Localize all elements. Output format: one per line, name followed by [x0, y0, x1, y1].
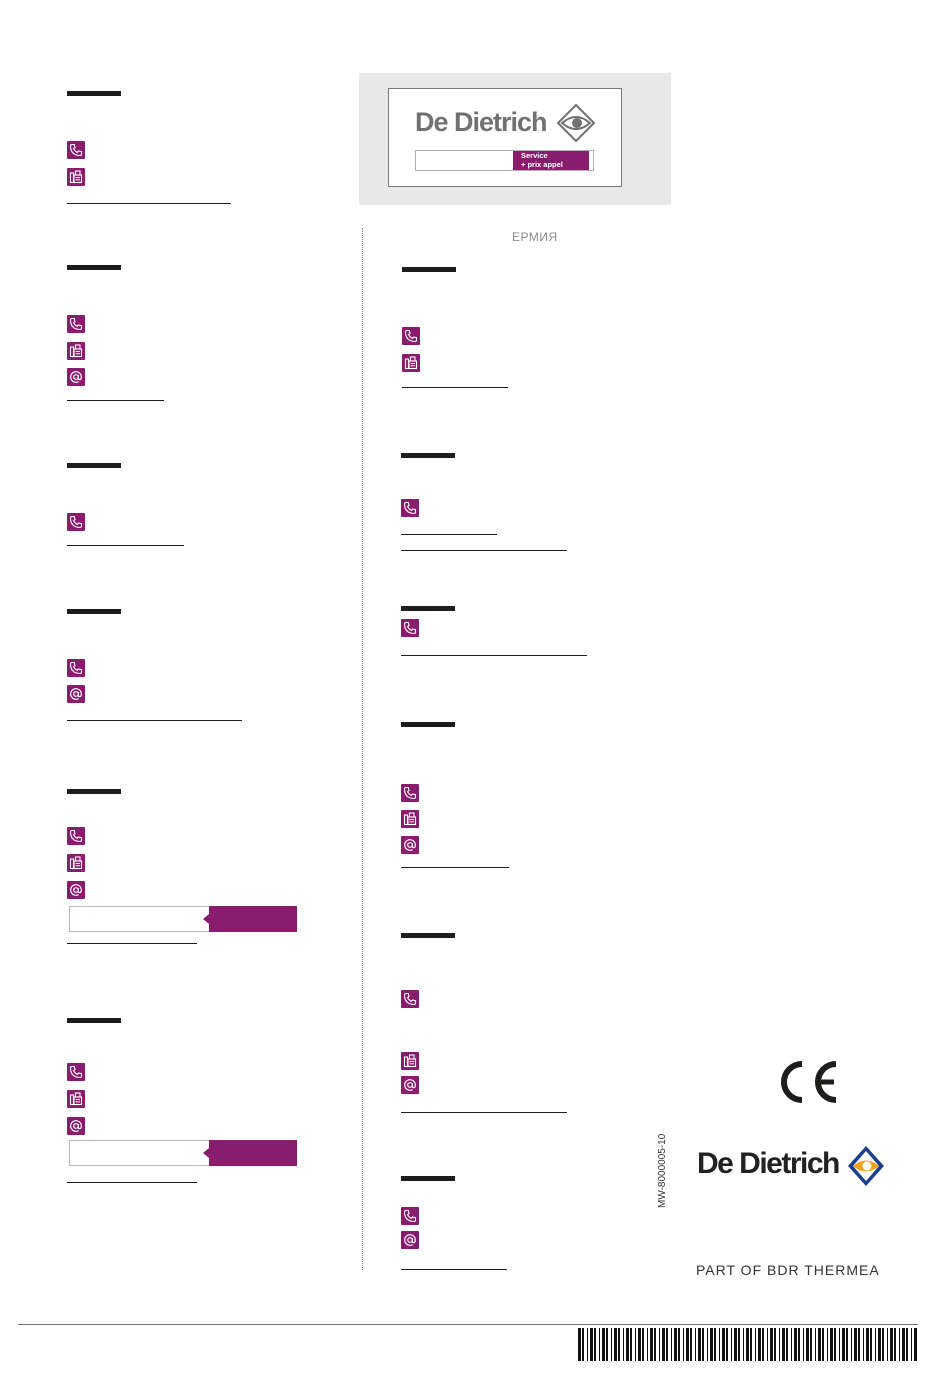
phone-icon [67, 1063, 85, 1081]
website-underline [67, 943, 197, 944]
website-underline [401, 655, 587, 656]
fax-icon [67, 342, 85, 360]
website-underline [67, 203, 231, 204]
country-heading-bar [401, 606, 455, 611]
phone-icon [67, 141, 85, 159]
at-sign-icon [401, 1231, 419, 1249]
phone-icon [401, 784, 419, 802]
service-number-tag [203, 1140, 297, 1166]
service-number-box [69, 906, 297, 932]
country-heading-bar [67, 265, 121, 270]
at-sign-icon [67, 881, 85, 899]
call-price-label: + prix appel [521, 159, 563, 169]
fax-icon [67, 854, 85, 872]
service-card: De Dietrich Service + prix appel [388, 88, 622, 187]
at-sign-icon [67, 685, 85, 703]
fax-icon [67, 168, 85, 186]
website-underline [401, 534, 497, 535]
service-number-tag: Service + prix appel [513, 151, 589, 170]
country-heading-bar [67, 789, 121, 794]
website-underline [401, 1112, 567, 1113]
brand-tagline: PART OF BDR THERMEA [696, 1262, 880, 1278]
column-divider [362, 228, 363, 1270]
country-name: ЕРМИЯ [512, 230, 558, 244]
phone-icon [401, 1207, 419, 1225]
fax-icon [402, 354, 420, 372]
country-heading-bar [67, 463, 121, 468]
phone-icon [67, 513, 85, 531]
website-underline [67, 400, 164, 401]
at-sign-icon [67, 1117, 85, 1135]
website-underline [401, 867, 509, 868]
phone-icon [67, 827, 85, 845]
country-heading-bar [67, 1018, 121, 1023]
phone-icon [402, 327, 420, 345]
country-heading-bar [401, 453, 455, 458]
phone-icon [67, 315, 85, 333]
country-heading-bar [67, 609, 121, 614]
phone-icon [401, 499, 419, 517]
service-number-box: Service + prix appel [415, 150, 594, 171]
footer-brand-name: De Dietrich [697, 1147, 840, 1180]
phone-icon [67, 659, 85, 677]
de-dietrich-diamond-eye-icon [848, 1146, 884, 1186]
phone-icon [401, 619, 419, 637]
country-heading-bar [401, 722, 455, 727]
card-brand-name: De Dietrich [415, 107, 548, 137]
document-code: MW-8000005-10 [657, 1133, 668, 1208]
fax-icon [401, 810, 419, 828]
website-underline [67, 720, 242, 721]
fax-icon [401, 1052, 419, 1070]
fax-icon [67, 1090, 85, 1108]
at-sign-icon [401, 1076, 419, 1094]
barcode-icon [578, 1328, 917, 1361]
service-number-box [69, 1140, 297, 1166]
at-sign-icon [67, 368, 85, 386]
website-underline [401, 550, 567, 551]
country-heading-bar [402, 267, 456, 272]
website-underline [402, 387, 508, 388]
ce-mark-icon: CE [781, 1061, 837, 1103]
country-heading-bar [401, 1176, 455, 1181]
website-underline [67, 545, 184, 546]
footer-divider [18, 1324, 918, 1325]
at-sign-icon [401, 836, 419, 854]
phone-icon [401, 990, 419, 1008]
service-label: Service [521, 151, 548, 160]
website-underline [401, 1269, 507, 1270]
de-dietrich-diamond-eye-icon [556, 103, 596, 143]
service-number-tag [203, 906, 297, 932]
country-heading-bar [401, 933, 455, 938]
country-heading-bar [67, 91, 121, 96]
website-underline [67, 1182, 197, 1183]
